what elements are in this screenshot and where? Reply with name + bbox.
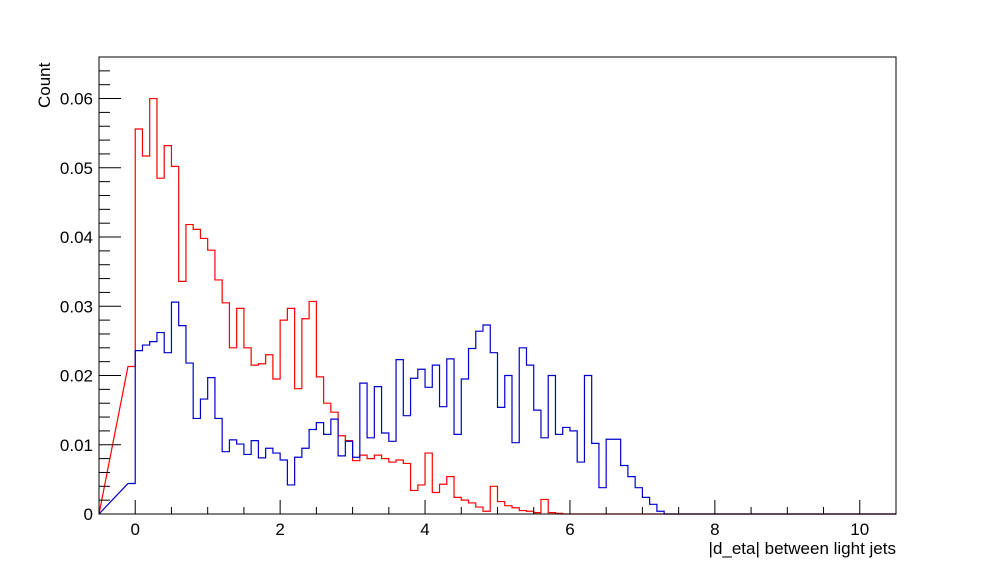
histogram-bin-1-6 <box>171 302 178 514</box>
histogram-bin-1-44 <box>447 359 454 514</box>
histogram-bin-1-66 <box>606 439 613 514</box>
y-tick-label: 0.04 <box>60 228 93 247</box>
histogram-bin-1-7 <box>179 326 186 514</box>
histogram-bin-1-65 <box>599 488 606 514</box>
histogram-bin-1-31 <box>353 457 360 514</box>
histogram-bin-1-5 <box>164 353 171 514</box>
histogram-bin-1-51 <box>498 407 505 514</box>
histogram-bin-1-37 <box>396 360 403 514</box>
histogram-bin-1-57 <box>541 438 548 514</box>
histogram-bin-1-68 <box>621 466 628 514</box>
histogram-bin-1-30 <box>345 441 352 514</box>
histogram-bin-1-17 <box>251 441 258 514</box>
histogram-bin-1-41 <box>425 387 432 514</box>
histogram-bin-1-0 <box>128 484 135 514</box>
series-layer <box>98 97 896 515</box>
histogram-bin-1-71 <box>642 497 649 514</box>
histogram-bin-1-63 <box>584 376 591 514</box>
histogram-bin-1-16 <box>244 454 251 514</box>
histogram-bin-1-53 <box>512 443 519 514</box>
histogram-bin-1-49 <box>483 325 490 514</box>
histogram-bin-1-43 <box>440 407 447 514</box>
histogram-bin-1-45 <box>454 434 461 514</box>
histogram-bin-1-61 <box>570 431 577 514</box>
histogram-bin-1-50 <box>490 353 497 514</box>
histogram-bin-1-27 <box>324 434 331 514</box>
histogram-bin-1-67 <box>613 439 620 514</box>
histogram-bin-1-64 <box>592 443 599 514</box>
histogram-bin-1-14 <box>229 440 236 514</box>
histogram-bin-1-21 <box>280 460 287 514</box>
histogram-bin-1-42 <box>432 365 439 514</box>
x-tick-label: 2 <box>275 520 284 539</box>
histogram-bin-1-62 <box>577 462 584 514</box>
histogram-bin-1-11 <box>208 378 215 514</box>
histogram-bin-1-29 <box>338 456 345 514</box>
x-tick-label: 6 <box>565 520 574 539</box>
x-tick-label: 0 <box>130 520 139 539</box>
y-axis-title: Count <box>35 62 54 108</box>
histogram-bin-1-39 <box>411 378 418 514</box>
histogram-bin-1-25 <box>309 430 316 514</box>
series-line-0 <box>98 97 896 515</box>
histogram-bin-1-60 <box>563 427 570 514</box>
histogram-bin-1-36 <box>389 441 396 514</box>
histogram-bin-1-23 <box>295 457 302 514</box>
histogram-bin-1-18 <box>258 458 265 514</box>
histogram-bin-1-35 <box>382 433 389 514</box>
histogram-bin-0-22 <box>287 308 294 514</box>
y-tick-label: 0.01 <box>60 436 93 455</box>
histogram-bin-1-12 <box>215 418 222 514</box>
histogram-bin-1-32 <box>360 383 367 514</box>
histogram-bin-1-13 <box>222 452 229 514</box>
histogram-bin-1-28 <box>331 419 338 514</box>
y-tick-label: 0.05 <box>60 159 93 178</box>
histogram-bin-1-26 <box>316 423 323 514</box>
histogram-bin-1-19 <box>266 448 273 514</box>
histogram-bin-1-38 <box>403 416 410 514</box>
x-tick-label: 4 <box>420 520 429 539</box>
histogram-bin-1-33 <box>367 438 374 514</box>
histogram-bin-1-56 <box>534 410 541 514</box>
histogram-bin-1-9 <box>193 418 200 514</box>
series-line-1 <box>98 301 896 515</box>
y-tick-label: 0.06 <box>60 90 93 109</box>
histogram-bin-1-34 <box>374 387 381 514</box>
histogram-bin-1-59 <box>555 434 562 514</box>
histogram-bin-1-46 <box>461 379 468 514</box>
histogram-bin-1-3 <box>150 342 157 514</box>
histogram-bin-1-40 <box>418 369 425 514</box>
histogram-bin-1-52 <box>505 376 512 514</box>
histogram-bin-1-20 <box>273 453 280 514</box>
histogram-bin-1-10 <box>200 399 207 514</box>
histogram-bin-1-24 <box>302 448 309 514</box>
y-tick-label: 0.03 <box>60 297 93 316</box>
histogram-bin-1-48 <box>476 331 483 514</box>
histogram-bin-1-22 <box>287 485 294 514</box>
histogram-bin-1-70 <box>635 488 642 514</box>
histogram-bin-1-2 <box>142 345 149 514</box>
axes-layer: 0 2 4 6 8 10 0 0.01 0.02 0.03 0.04 0.05 0.06 <box>60 56 897 539</box>
y-tick-label: 0 <box>84 505 93 524</box>
histogram-bin-1-47 <box>469 349 476 514</box>
histogram-bin-1-4 <box>157 333 164 514</box>
x-tick-label: 10 <box>850 520 869 539</box>
y-tick-label: 0.02 <box>60 367 93 386</box>
histogram-bin-1-72 <box>650 504 657 514</box>
histogram-bin-1-8 <box>186 363 193 514</box>
histogram-bin-1-54 <box>519 348 526 514</box>
histogram-bin-1-1 <box>135 351 142 514</box>
histogram-bin-1-58 <box>548 376 555 514</box>
x-axis-title: |d_eta| between light jets <box>709 539 896 558</box>
histogram-bin-1-15 <box>237 444 244 514</box>
histogram-bin-1-69 <box>628 477 635 514</box>
x-tick-label: 8 <box>710 520 719 539</box>
histogram-bin-1-55 <box>526 365 533 514</box>
